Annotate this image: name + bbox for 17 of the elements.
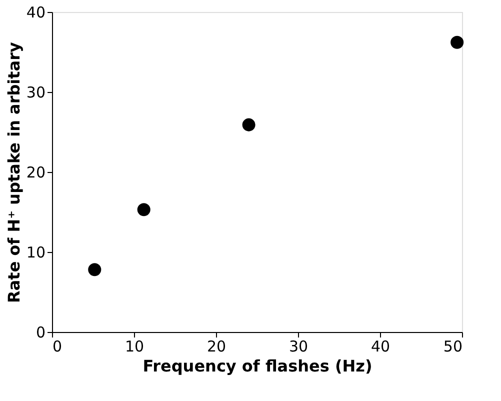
x-tick-label: 10	[124, 338, 144, 356]
x-tick-label: 20	[206, 338, 226, 356]
point	[242, 118, 256, 132]
x-tick-label: 40	[370, 338, 390, 356]
y-tick-label: 20	[26, 164, 46, 182]
y-tick-label: 30	[26, 84, 46, 102]
y-tick-label: 0	[36, 324, 46, 342]
y-tick-label: 40	[26, 4, 46, 22]
y-tick-label: 10	[26, 244, 46, 262]
x-tick-label: 30	[288, 338, 308, 356]
y-axis-title: Rate of H⁺ uptake in arbitary	[4, 41, 24, 303]
point	[137, 203, 150, 216]
point	[88, 263, 102, 276]
x-tick-label: 50	[443, 338, 462, 356]
point	[450, 36, 464, 49]
x-axis-title: Frequency of flashes (Hz)	[142, 356, 372, 376]
x-tick-label: 0	[52, 338, 62, 356]
